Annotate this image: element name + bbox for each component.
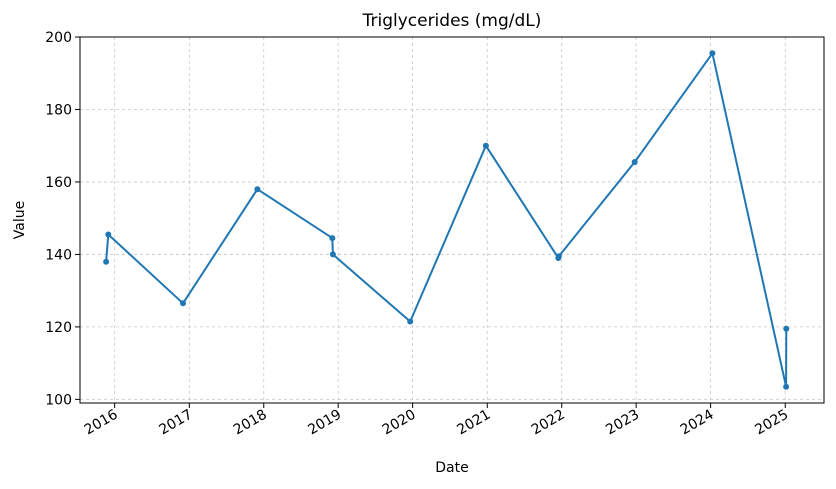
y-tick-label: 180 [45, 102, 72, 118]
series-line [105, 52, 788, 388]
data-point [555, 253, 562, 260]
data-point [329, 251, 336, 258]
x-axis-title: Date [435, 460, 468, 476]
data-point [407, 318, 414, 325]
data-point [783, 383, 790, 390]
y-tick-label: 200 [45, 30, 72, 46]
series-line-group [105, 52, 788, 388]
y-tick-label: 160 [45, 175, 72, 191]
data-point [105, 231, 112, 238]
data-point [329, 235, 336, 242]
grid [80, 36, 824, 403]
data-point [103, 258, 110, 265]
y-tick-label: 120 [45, 320, 72, 336]
data-point [180, 300, 186, 307]
y-tick-label: 100 [45, 392, 72, 408]
y-tick-label: 140 [45, 247, 72, 263]
y-axis-title: Value [12, 201, 28, 239]
plot-frame [79, 36, 825, 404]
data-point [254, 186, 261, 193]
y-axis: 100 120 140 160 180 200 [45, 30, 80, 408]
data-point [631, 159, 638, 165]
data-points [103, 50, 790, 390]
data-point [783, 325, 790, 332]
data-point [709, 50, 716, 57]
data-point [482, 142, 489, 149]
chart-title: Triglycerides (mg/dL) [362, 11, 542, 31]
